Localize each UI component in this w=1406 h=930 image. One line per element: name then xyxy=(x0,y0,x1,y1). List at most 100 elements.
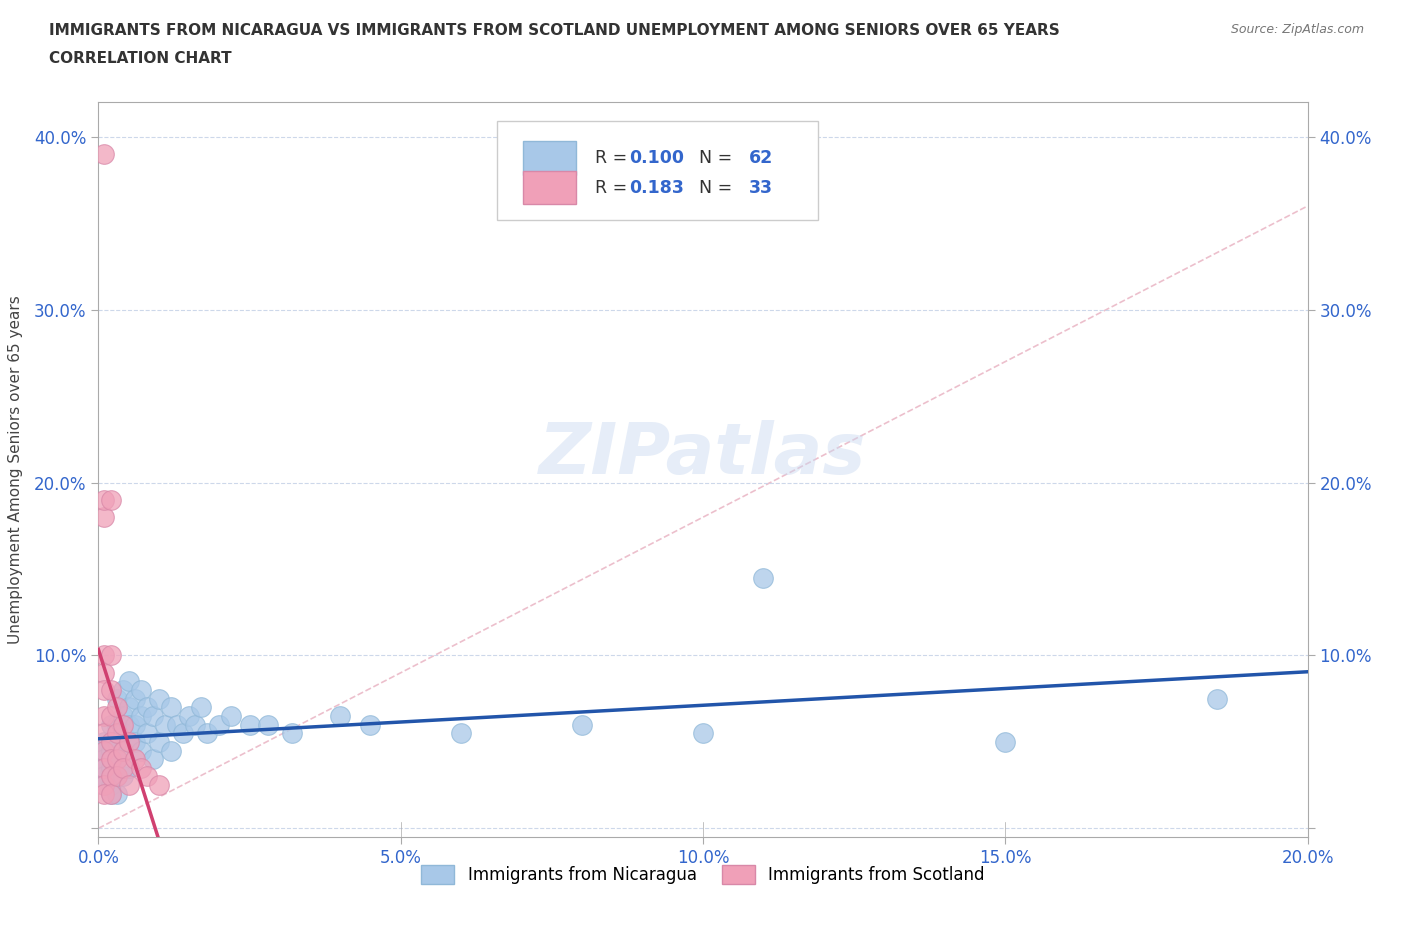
Point xyxy=(329,709,352,724)
Point xyxy=(93,769,115,784)
Point xyxy=(571,717,593,732)
Point xyxy=(100,493,122,508)
Point xyxy=(281,725,304,740)
Point xyxy=(100,761,122,776)
Point xyxy=(100,717,122,732)
Point xyxy=(105,700,128,715)
Point xyxy=(118,735,141,750)
Point xyxy=(93,761,115,776)
Point xyxy=(129,743,152,758)
Y-axis label: Unemployment Among Seniors over 65 years: Unemployment Among Seniors over 65 years xyxy=(8,296,22,644)
Point xyxy=(160,743,183,758)
Point xyxy=(184,717,207,732)
Point xyxy=(221,709,243,724)
Text: ZIPatlas: ZIPatlas xyxy=(540,420,866,489)
Text: N =: N = xyxy=(689,179,738,196)
Point xyxy=(118,735,141,750)
Point xyxy=(166,717,188,732)
Point xyxy=(153,717,176,732)
Text: IMMIGRANTS FROM NICARAGUA VS IMMIGRANTS FROM SCOTLAND UNEMPLOYMENT AMONG SENIORS: IMMIGRANTS FROM NICARAGUA VS IMMIGRANTS … xyxy=(49,23,1060,38)
Point xyxy=(360,717,382,732)
Text: CORRELATION CHART: CORRELATION CHART xyxy=(49,51,232,66)
Point xyxy=(100,683,122,698)
Point xyxy=(129,709,152,724)
Point xyxy=(93,709,115,724)
Point xyxy=(135,769,157,784)
Text: R =: R = xyxy=(595,179,633,196)
Point xyxy=(111,709,134,724)
Point xyxy=(195,725,218,740)
Point xyxy=(93,743,115,758)
Point xyxy=(124,717,146,732)
FancyBboxPatch shape xyxy=(523,141,576,175)
Point xyxy=(105,751,128,766)
Point xyxy=(100,709,122,724)
Point xyxy=(124,751,146,766)
Point xyxy=(105,725,128,740)
Point xyxy=(148,691,170,706)
Point xyxy=(148,735,170,750)
Point xyxy=(93,493,115,508)
Point xyxy=(93,787,115,802)
Point xyxy=(111,743,134,758)
Point xyxy=(100,787,122,802)
FancyBboxPatch shape xyxy=(498,121,818,219)
Point xyxy=(256,717,278,732)
Text: 33: 33 xyxy=(749,179,773,196)
Point xyxy=(118,717,141,732)
Point xyxy=(135,700,157,715)
Point xyxy=(93,743,115,758)
Text: 0.183: 0.183 xyxy=(630,179,685,196)
Point xyxy=(239,717,262,732)
Point xyxy=(124,691,146,706)
Point xyxy=(93,725,115,740)
Point xyxy=(105,769,128,784)
Point xyxy=(692,725,714,740)
Point xyxy=(105,717,128,732)
Point xyxy=(148,777,170,792)
Point xyxy=(100,648,122,663)
Point xyxy=(111,683,134,698)
Point xyxy=(105,735,128,750)
Point xyxy=(111,743,134,758)
Legend: Immigrants from Nicaragua, Immigrants from Scotland: Immigrants from Nicaragua, Immigrants fr… xyxy=(415,858,991,891)
Point xyxy=(93,683,115,698)
Point xyxy=(172,725,194,740)
Point xyxy=(129,761,152,776)
Text: 62: 62 xyxy=(749,149,773,167)
Point xyxy=(118,674,141,689)
Point xyxy=(93,777,115,792)
Point xyxy=(93,648,115,663)
Point xyxy=(118,700,141,715)
Point xyxy=(100,735,122,750)
Point xyxy=(100,743,122,758)
Point xyxy=(124,735,146,750)
Point xyxy=(118,761,141,776)
Point xyxy=(105,769,128,784)
FancyBboxPatch shape xyxy=(523,170,576,205)
Point xyxy=(93,510,115,525)
Point xyxy=(142,709,165,724)
Point xyxy=(105,787,128,802)
Point xyxy=(450,725,472,740)
Point xyxy=(1206,691,1229,706)
Point xyxy=(93,777,115,792)
Text: 0.100: 0.100 xyxy=(630,149,685,167)
Point xyxy=(93,735,115,750)
Point xyxy=(111,725,134,740)
Point xyxy=(100,735,122,750)
Point xyxy=(160,700,183,715)
Point xyxy=(752,570,775,585)
Text: R =: R = xyxy=(595,149,633,167)
Point xyxy=(100,777,122,792)
Point xyxy=(129,683,152,698)
Point xyxy=(111,769,134,784)
Point xyxy=(93,147,115,162)
Text: Source: ZipAtlas.com: Source: ZipAtlas.com xyxy=(1230,23,1364,36)
Text: N =: N = xyxy=(689,149,738,167)
Point xyxy=(93,665,115,680)
Point xyxy=(179,709,201,724)
Point xyxy=(994,735,1017,750)
Point xyxy=(190,700,212,715)
Point xyxy=(93,761,115,776)
